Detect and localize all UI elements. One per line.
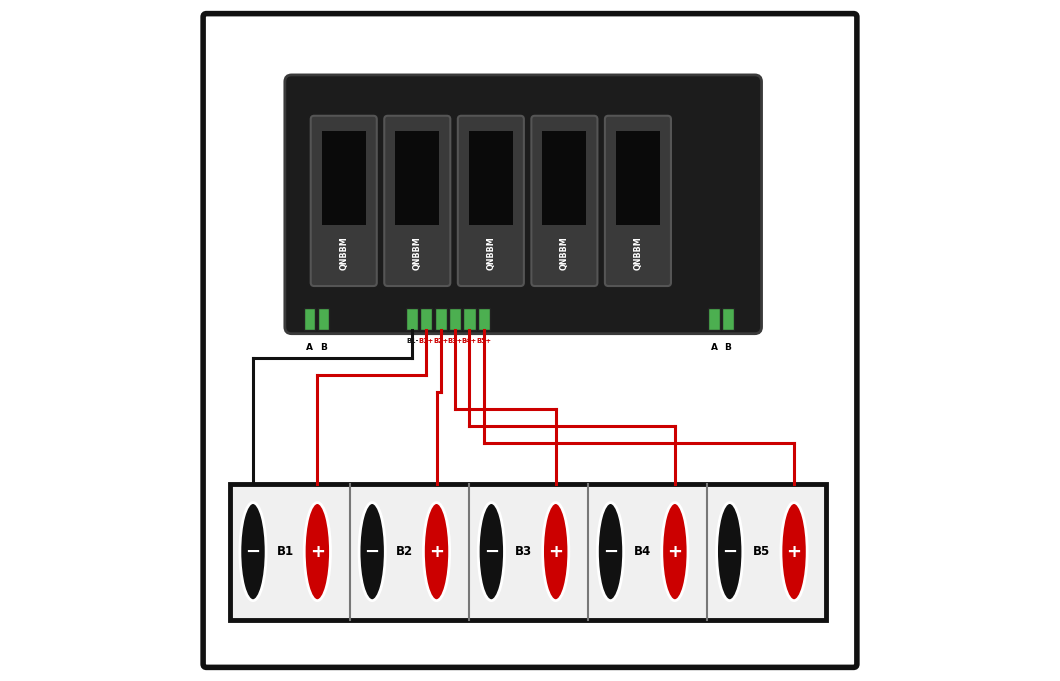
Text: −: − [722, 543, 738, 560]
Ellipse shape [781, 503, 807, 601]
Ellipse shape [717, 503, 743, 601]
Ellipse shape [240, 503, 266, 601]
Bar [420, 308, 431, 330]
Bar [708, 308, 720, 330]
Ellipse shape [661, 503, 688, 601]
Text: B4+: B4+ [462, 338, 477, 345]
Ellipse shape [543, 503, 569, 601]
Bar [230, 484, 826, 620]
Text: QNBBM: QNBBM [487, 236, 495, 270]
Text: −: − [365, 543, 379, 560]
FancyBboxPatch shape [531, 116, 598, 286]
Bar [322, 131, 366, 225]
Text: B2: B2 [395, 545, 413, 558]
Bar [318, 308, 329, 330]
Text: +: + [668, 543, 683, 560]
Ellipse shape [304, 503, 331, 601]
Bar [395, 131, 439, 225]
FancyBboxPatch shape [385, 116, 450, 286]
Text: B: B [320, 343, 326, 351]
FancyBboxPatch shape [204, 14, 856, 667]
Text: B1-: B1- [406, 338, 419, 345]
Bar [722, 308, 734, 330]
Text: QNBBM: QNBBM [412, 236, 422, 270]
Text: B4: B4 [634, 545, 651, 558]
Text: −: − [603, 543, 618, 560]
Ellipse shape [598, 503, 623, 601]
Text: +: + [548, 543, 563, 560]
Text: QNBBM: QNBBM [560, 236, 569, 270]
Bar [304, 308, 316, 330]
FancyBboxPatch shape [311, 116, 376, 286]
Text: B1: B1 [277, 545, 294, 558]
Bar [449, 308, 461, 330]
Text: −: − [483, 543, 499, 560]
Text: A: A [306, 343, 313, 351]
Text: −: − [246, 543, 261, 560]
Bar [478, 308, 490, 330]
Bar [435, 308, 447, 330]
Bar [616, 131, 660, 225]
Text: B: B [724, 343, 731, 351]
Text: A: A [710, 343, 718, 351]
Text: B5+: B5+ [476, 338, 491, 345]
Text: B3+: B3+ [447, 338, 462, 345]
FancyBboxPatch shape [458, 116, 524, 286]
Text: B5: B5 [754, 545, 771, 558]
FancyBboxPatch shape [285, 75, 761, 334]
Ellipse shape [359, 503, 385, 601]
Text: +: + [429, 543, 444, 560]
Text: +: + [787, 543, 801, 560]
Text: QNBBM: QNBBM [339, 236, 349, 270]
Text: +: + [310, 543, 324, 560]
Text: B1+: B1+ [419, 338, 434, 345]
Text: QNBBM: QNBBM [634, 236, 642, 270]
Bar [463, 308, 476, 330]
Ellipse shape [478, 503, 505, 601]
Text: B2+: B2+ [434, 338, 448, 345]
Bar [469, 131, 513, 225]
FancyBboxPatch shape [605, 116, 671, 286]
Ellipse shape [423, 503, 449, 601]
Text: B3: B3 [515, 545, 532, 558]
Bar [543, 131, 586, 225]
Bar [406, 308, 419, 330]
